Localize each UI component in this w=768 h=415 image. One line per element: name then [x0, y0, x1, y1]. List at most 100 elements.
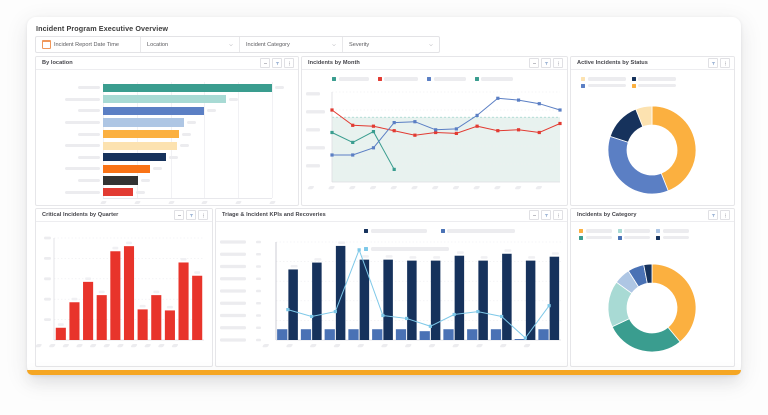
bar-secondary[interactable]	[490, 329, 502, 340]
more-options-icon[interactable]	[198, 210, 208, 220]
bar[interactable]	[103, 118, 185, 127]
filter-severity[interactable]: Severity	[343, 37, 439, 52]
bar-primary[interactable]	[312, 262, 322, 340]
bar-secondary[interactable]	[419, 331, 430, 340]
bar[interactable]	[55, 327, 66, 340]
bar-row[interactable]	[65, 164, 163, 173]
bar-secondary[interactable]	[372, 329, 383, 340]
bar-row[interactable]	[65, 141, 190, 150]
chevron-down-icon[interactable]	[429, 43, 433, 47]
bar-secondary[interactable]	[395, 329, 407, 340]
bar[interactable]	[151, 295, 162, 340]
bar[interactable]	[164, 310, 175, 340]
more-options-icon[interactable]	[553, 58, 563, 68]
bar[interactable]	[103, 188, 134, 197]
bar[interactable]	[178, 262, 189, 340]
donut-slice[interactable]	[651, 105, 697, 192]
chevron-down-icon[interactable]	[332, 43, 336, 47]
filter-incident-category[interactable]: Incident Category	[240, 37, 343, 52]
bar-primary[interactable]	[430, 260, 441, 340]
bar[interactable]	[103, 153, 166, 162]
bar[interactable]	[103, 164, 151, 173]
funnel-icon[interactable]	[541, 58, 551, 68]
legend-item[interactable]	[474, 77, 513, 81]
legend-item[interactable]	[579, 229, 612, 233]
bar[interactable]	[103, 95, 227, 104]
bar-primary[interactable]	[359, 259, 370, 340]
bar-row[interactable]	[65, 95, 239, 104]
bar-secondary[interactable]	[443, 329, 454, 340]
collapse-icon[interactable]	[260, 58, 270, 68]
bar-row[interactable]	[78, 153, 178, 162]
legend-item[interactable]	[656, 229, 689, 233]
bar[interactable]	[110, 251, 121, 340]
donut-slice[interactable]	[643, 263, 653, 284]
legend-item[interactable]	[656, 235, 689, 240]
legend-item[interactable]	[617, 235, 650, 240]
bar-row[interactable]	[78, 130, 192, 139]
legend-item[interactable]	[631, 83, 676, 88]
funnel-icon[interactable]	[186, 210, 196, 220]
bar-primary[interactable]	[288, 269, 298, 340]
bar-secondary[interactable]	[277, 329, 288, 340]
legend-item[interactable]	[581, 83, 626, 88]
bar-primary[interactable]	[383, 259, 393, 340]
bar-row[interactable]	[78, 83, 284, 92]
bar[interactable]	[103, 141, 178, 150]
bar[interactable]	[69, 302, 80, 340]
bar[interactable]	[192, 275, 203, 340]
bar-secondary[interactable]	[538, 329, 549, 340]
bar-primary[interactable]	[454, 255, 465, 340]
more-options-icon[interactable]	[720, 58, 730, 68]
bar-secondary[interactable]	[300, 329, 312, 340]
funnel-icon[interactable]	[708, 210, 718, 220]
bar[interactable]	[96, 295, 107, 340]
bar-secondary[interactable]	[467, 329, 478, 340]
bar[interactable]	[83, 281, 94, 340]
bar[interactable]	[103, 83, 272, 92]
bar-row[interactable]	[65, 188, 146, 197]
bar[interactable]	[103, 176, 139, 185]
more-options-icon[interactable]	[284, 58, 294, 68]
bar-primary[interactable]	[407, 260, 417, 340]
filter-incident-report-date-time[interactable]: Incident Report Date Time	[36, 37, 141, 52]
more-options-icon[interactable]	[553, 210, 563, 220]
more-options-icon[interactable]	[720, 210, 730, 220]
legend-item[interactable]	[364, 247, 449, 251]
bar-primary[interactable]	[478, 260, 488, 340]
bar-primary[interactable]	[525, 260, 536, 340]
collapse-icon[interactable]	[529, 58, 539, 68]
legend-item[interactable]	[617, 229, 650, 233]
donut-slice[interactable]	[607, 135, 669, 195]
funnel-icon[interactable]	[708, 58, 718, 68]
bar[interactable]	[103, 130, 180, 139]
bar[interactable]	[137, 309, 148, 340]
donut-slice[interactable]	[635, 105, 653, 128]
funnel-icon[interactable]	[272, 58, 282, 68]
bar[interactable]	[103, 106, 205, 115]
legend-item[interactable]	[581, 77, 626, 81]
bar-secondary[interactable]	[514, 339, 525, 340]
bar-row[interactable]	[65, 118, 197, 127]
donut-slice[interactable]	[611, 318, 681, 353]
filter-location[interactable]: Location	[141, 37, 240, 52]
bar[interactable]	[123, 246, 135, 340]
bar-row[interactable]	[78, 176, 151, 185]
legend-item[interactable]	[377, 77, 418, 81]
bar-primary[interactable]	[502, 253, 512, 340]
bar-row[interactable]	[78, 106, 217, 115]
legend-item[interactable]	[631, 77, 676, 81]
legend-item[interactable]	[332, 77, 369, 81]
collapse-icon[interactable]	[174, 210, 184, 220]
bar-secondary[interactable]	[348, 329, 359, 340]
bar-primary[interactable]	[335, 245, 346, 340]
legend-item[interactable]	[440, 229, 515, 233]
chevron-down-icon[interactable]	[229, 43, 233, 47]
legend-item[interactable]	[427, 77, 466, 81]
funnel-icon[interactable]	[541, 210, 551, 220]
legend-item[interactable]	[364, 229, 427, 233]
donut-slice[interactable]	[651, 263, 697, 343]
collapse-icon[interactable]	[529, 210, 539, 220]
legend-item[interactable]	[579, 235, 612, 240]
bar-secondary[interactable]	[324, 329, 335, 340]
